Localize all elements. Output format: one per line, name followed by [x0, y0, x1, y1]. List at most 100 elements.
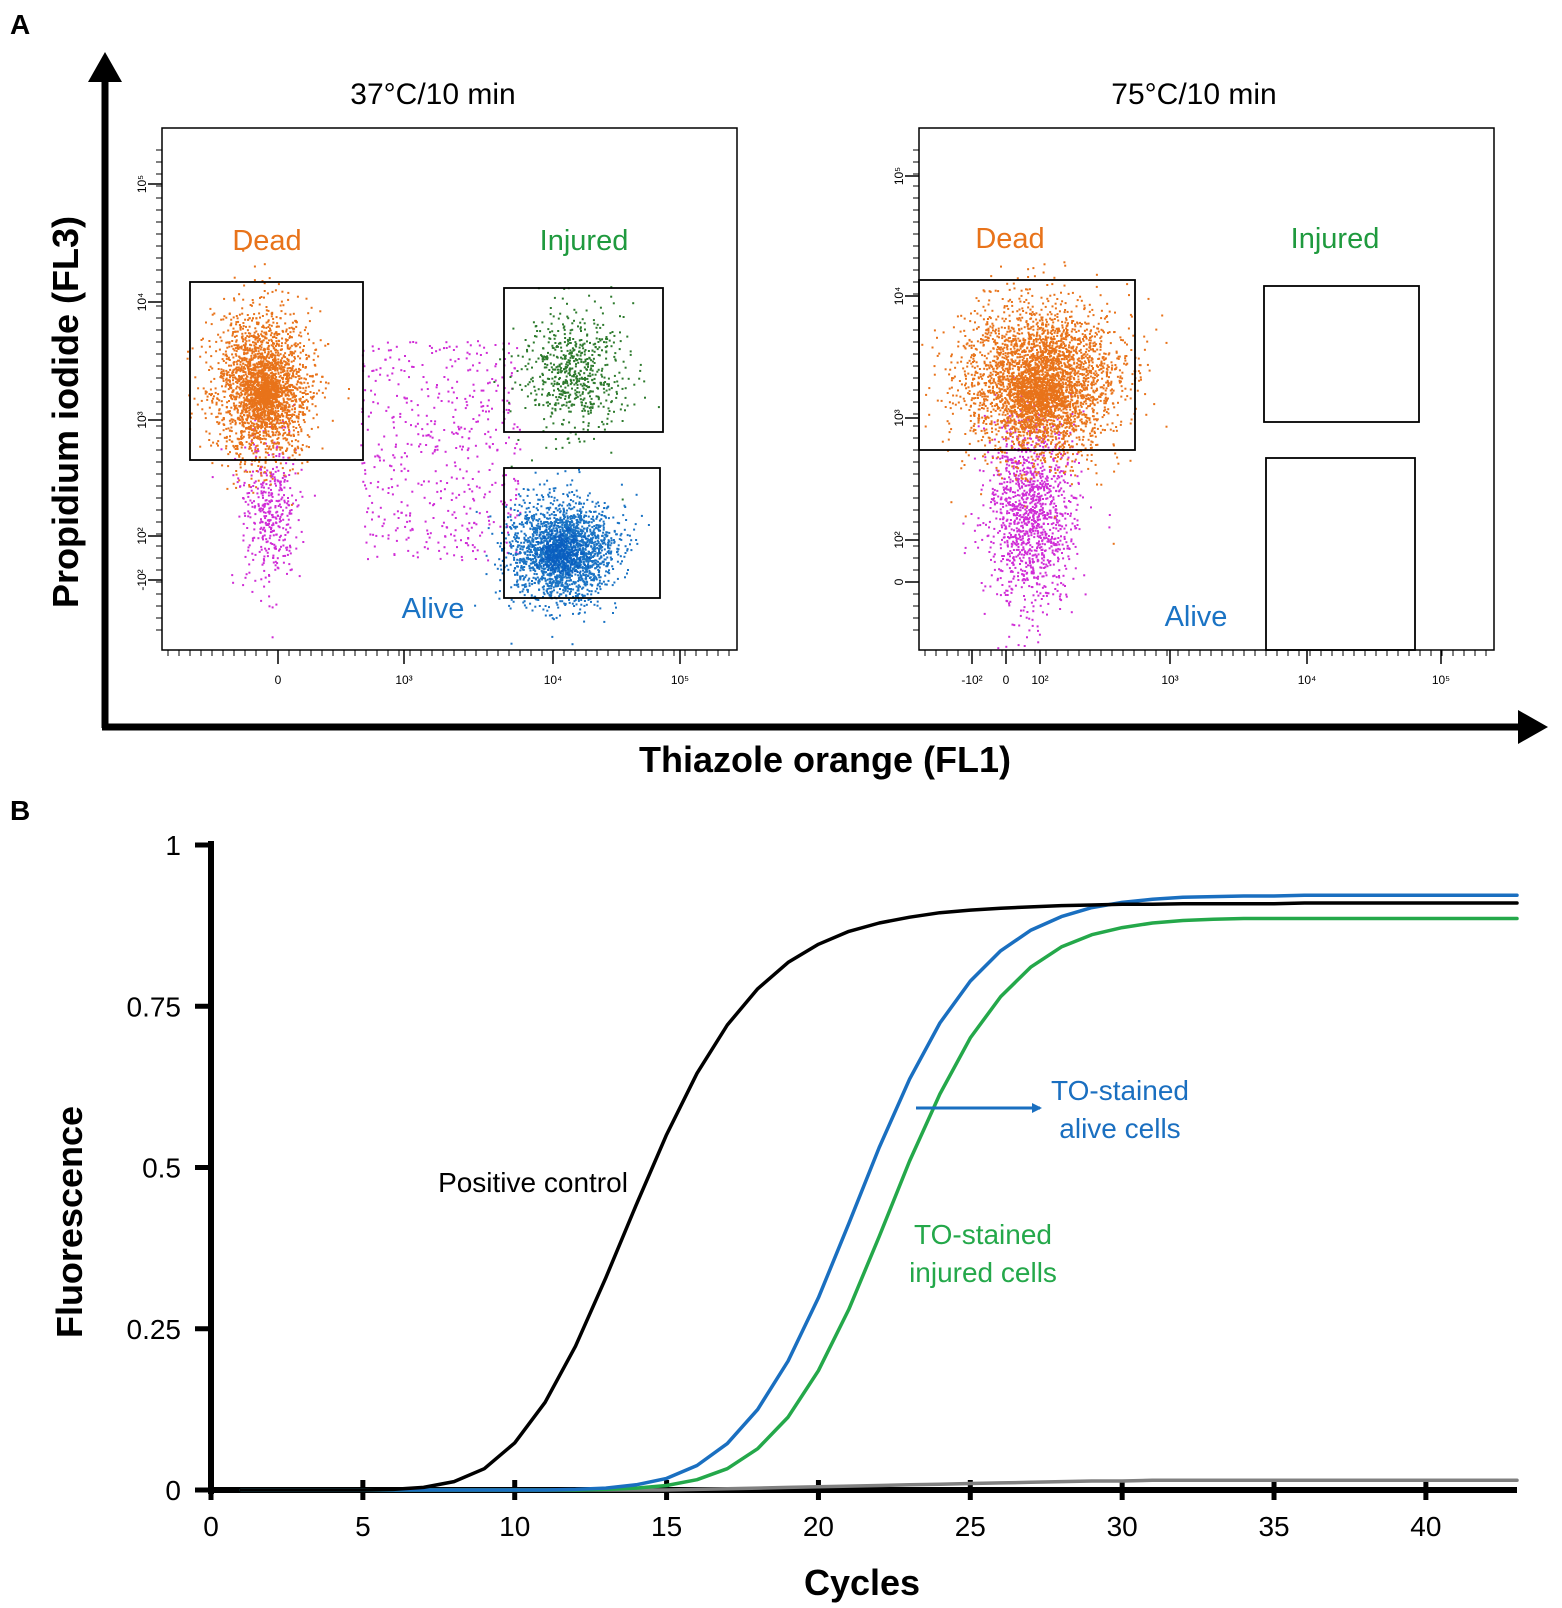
point-injured [607, 377, 610, 380]
point-injured [534, 398, 537, 401]
point-ungated [487, 430, 490, 433]
point-ungated [487, 382, 489, 385]
point-ungated [403, 370, 406, 372]
point-ungated [466, 341, 469, 344]
point-dead [312, 358, 315, 361]
point-dead [225, 357, 228, 360]
point-ungated [428, 345, 431, 347]
point-dead [218, 408, 221, 411]
point-alive [599, 556, 602, 559]
point-dead [312, 342, 315, 345]
point-dead [237, 366, 240, 369]
point-alive [593, 534, 596, 537]
point-ungated [274, 478, 277, 481]
point-injured [561, 404, 564, 407]
point-dead [254, 366, 257, 369]
point-dead [235, 380, 238, 383]
point-dead [260, 471, 263, 474]
point-dead [298, 375, 301, 378]
point-alive [545, 589, 548, 592]
point-dead [292, 429, 295, 432]
point-alive [630, 549, 633, 552]
point-injured [600, 369, 603, 372]
point-dead [239, 453, 242, 456]
point-dead [284, 405, 287, 408]
point-ungated [277, 493, 280, 496]
point-dead [223, 315, 226, 318]
point-ungated [376, 402, 379, 405]
point-ungated [443, 429, 446, 431]
point-injured [629, 350, 632, 353]
point-ungated [287, 456, 290, 459]
point-ungated [271, 636, 274, 639]
point-ungated [450, 533, 452, 536]
point-alive [538, 498, 541, 501]
point-ungated [372, 401, 375, 404]
point-dead [267, 406, 270, 408]
point-alive [572, 612, 574, 615]
point-ungated [461, 436, 464, 439]
point-ungated [400, 463, 403, 466]
point-injured [555, 366, 558, 369]
point-dead [224, 354, 227, 357]
point-dead [210, 393, 213, 395]
point-dead [226, 374, 229, 377]
point-ungated [393, 469, 395, 472]
point-dead [277, 344, 280, 347]
point-injured [589, 409, 592, 412]
point-injured [521, 355, 524, 358]
point-ungated [275, 499, 278, 502]
point-injured [550, 322, 553, 325]
point-ungated [258, 509, 261, 512]
point-dead [238, 394, 241, 397]
point-ungated [446, 526, 449, 529]
point-dead [217, 412, 220, 415]
point-injured [581, 344, 584, 347]
point-ungated [277, 505, 280, 507]
point-ungated [387, 406, 390, 409]
point-dead [298, 410, 301, 413]
point-ungated [232, 581, 235, 584]
point-injured [593, 322, 596, 325]
point-ungated [494, 481, 497, 484]
point-injured [602, 423, 605, 426]
point-dead [231, 374, 234, 377]
point-alive [579, 585, 582, 588]
point-dead [248, 372, 251, 375]
point-dead [221, 404, 224, 407]
point-dead [258, 345, 261, 348]
point-dead [314, 405, 317, 408]
point-alive [623, 504, 626, 507]
point-ungated [406, 442, 409, 445]
point-dead [305, 445, 308, 448]
point-dead [274, 434, 277, 437]
point-ungated [294, 472, 297, 475]
point-dead [244, 352, 247, 355]
point-injured [524, 365, 527, 368]
point-dead [266, 366, 269, 369]
point-alive [535, 541, 538, 543]
point-dead [222, 390, 225, 393]
point-dead [235, 340, 238, 343]
point-dead [260, 420, 263, 423]
point-ungated [488, 523, 491, 526]
point-injured [643, 380, 646, 383]
point-ungated [437, 541, 440, 544]
point-alive [564, 582, 567, 585]
point-ungated [220, 448, 223, 451]
point-alive [574, 599, 577, 601]
point-alive [599, 543, 602, 546]
point-alive [578, 517, 581, 520]
point-dead [300, 377, 303, 380]
point-ungated [277, 469, 280, 472]
point-dead [287, 417, 289, 420]
point-injured [622, 316, 625, 318]
point-ungated [397, 383, 400, 386]
point-alive [593, 531, 596, 534]
point-ungated [451, 401, 454, 404]
point-alive [571, 570, 574, 573]
point-injured [573, 308, 576, 311]
point-dead [199, 445, 202, 448]
point-injured [560, 390, 563, 393]
point-dead [227, 388, 230, 391]
